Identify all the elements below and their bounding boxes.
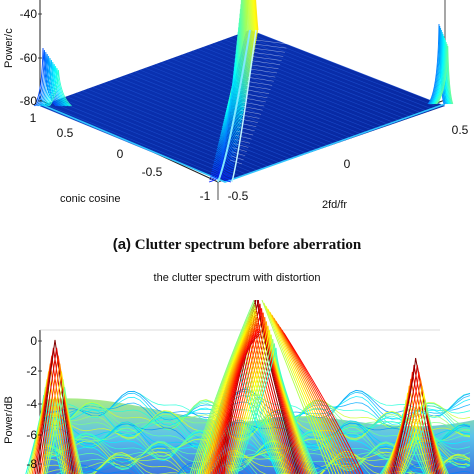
- top-y-axis-label: conic cosine: [60, 193, 121, 205]
- bottom-z-axis-label: Power/dB: [3, 396, 15, 444]
- top-z-tick: -40: [20, 7, 38, 21]
- bottom-z-tick: -6: [26, 428, 37, 442]
- caption-tag: (a): [113, 236, 131, 253]
- top-y-tick: -1: [200, 189, 211, 203]
- top-x-tick: -0.5: [228, 189, 249, 203]
- top-z-tick: -80: [20, 94, 38, 108]
- top-z-axis-label: Power/c: [3, 28, 15, 68]
- right-corner-peak: [428, 24, 453, 104]
- top-y-tick: -0.5: [142, 165, 163, 179]
- caption-text: Clutter spectrum before aberration: [135, 237, 361, 253]
- top-z-tick: -60: [20, 51, 38, 65]
- bottom-surface-plot: [26, 295, 474, 474]
- bottom-z-tick: -2: [26, 364, 37, 378]
- top-surface-plot: [34, 0, 453, 200]
- bottom-z-tick: 0: [30, 334, 37, 348]
- bottom-plot-title: the clutter spectrum with distortion: [154, 272, 321, 284]
- top-x-tick: 0: [344, 157, 351, 171]
- figure-caption-a: (a) Clutter spectrum before aberration: [0, 236, 474, 254]
- top-y-tick: 1: [30, 111, 37, 125]
- bottom-z-tick: -8: [26, 457, 37, 471]
- bottom-z-tick: -4: [26, 397, 37, 411]
- top-x-axis-label: 2fd/fr: [322, 199, 347, 211]
- top-y-tick: 0.5: [57, 126, 74, 140]
- top-x-tick: 0.5: [452, 123, 469, 137]
- top-y-tick: 0: [117, 147, 124, 161]
